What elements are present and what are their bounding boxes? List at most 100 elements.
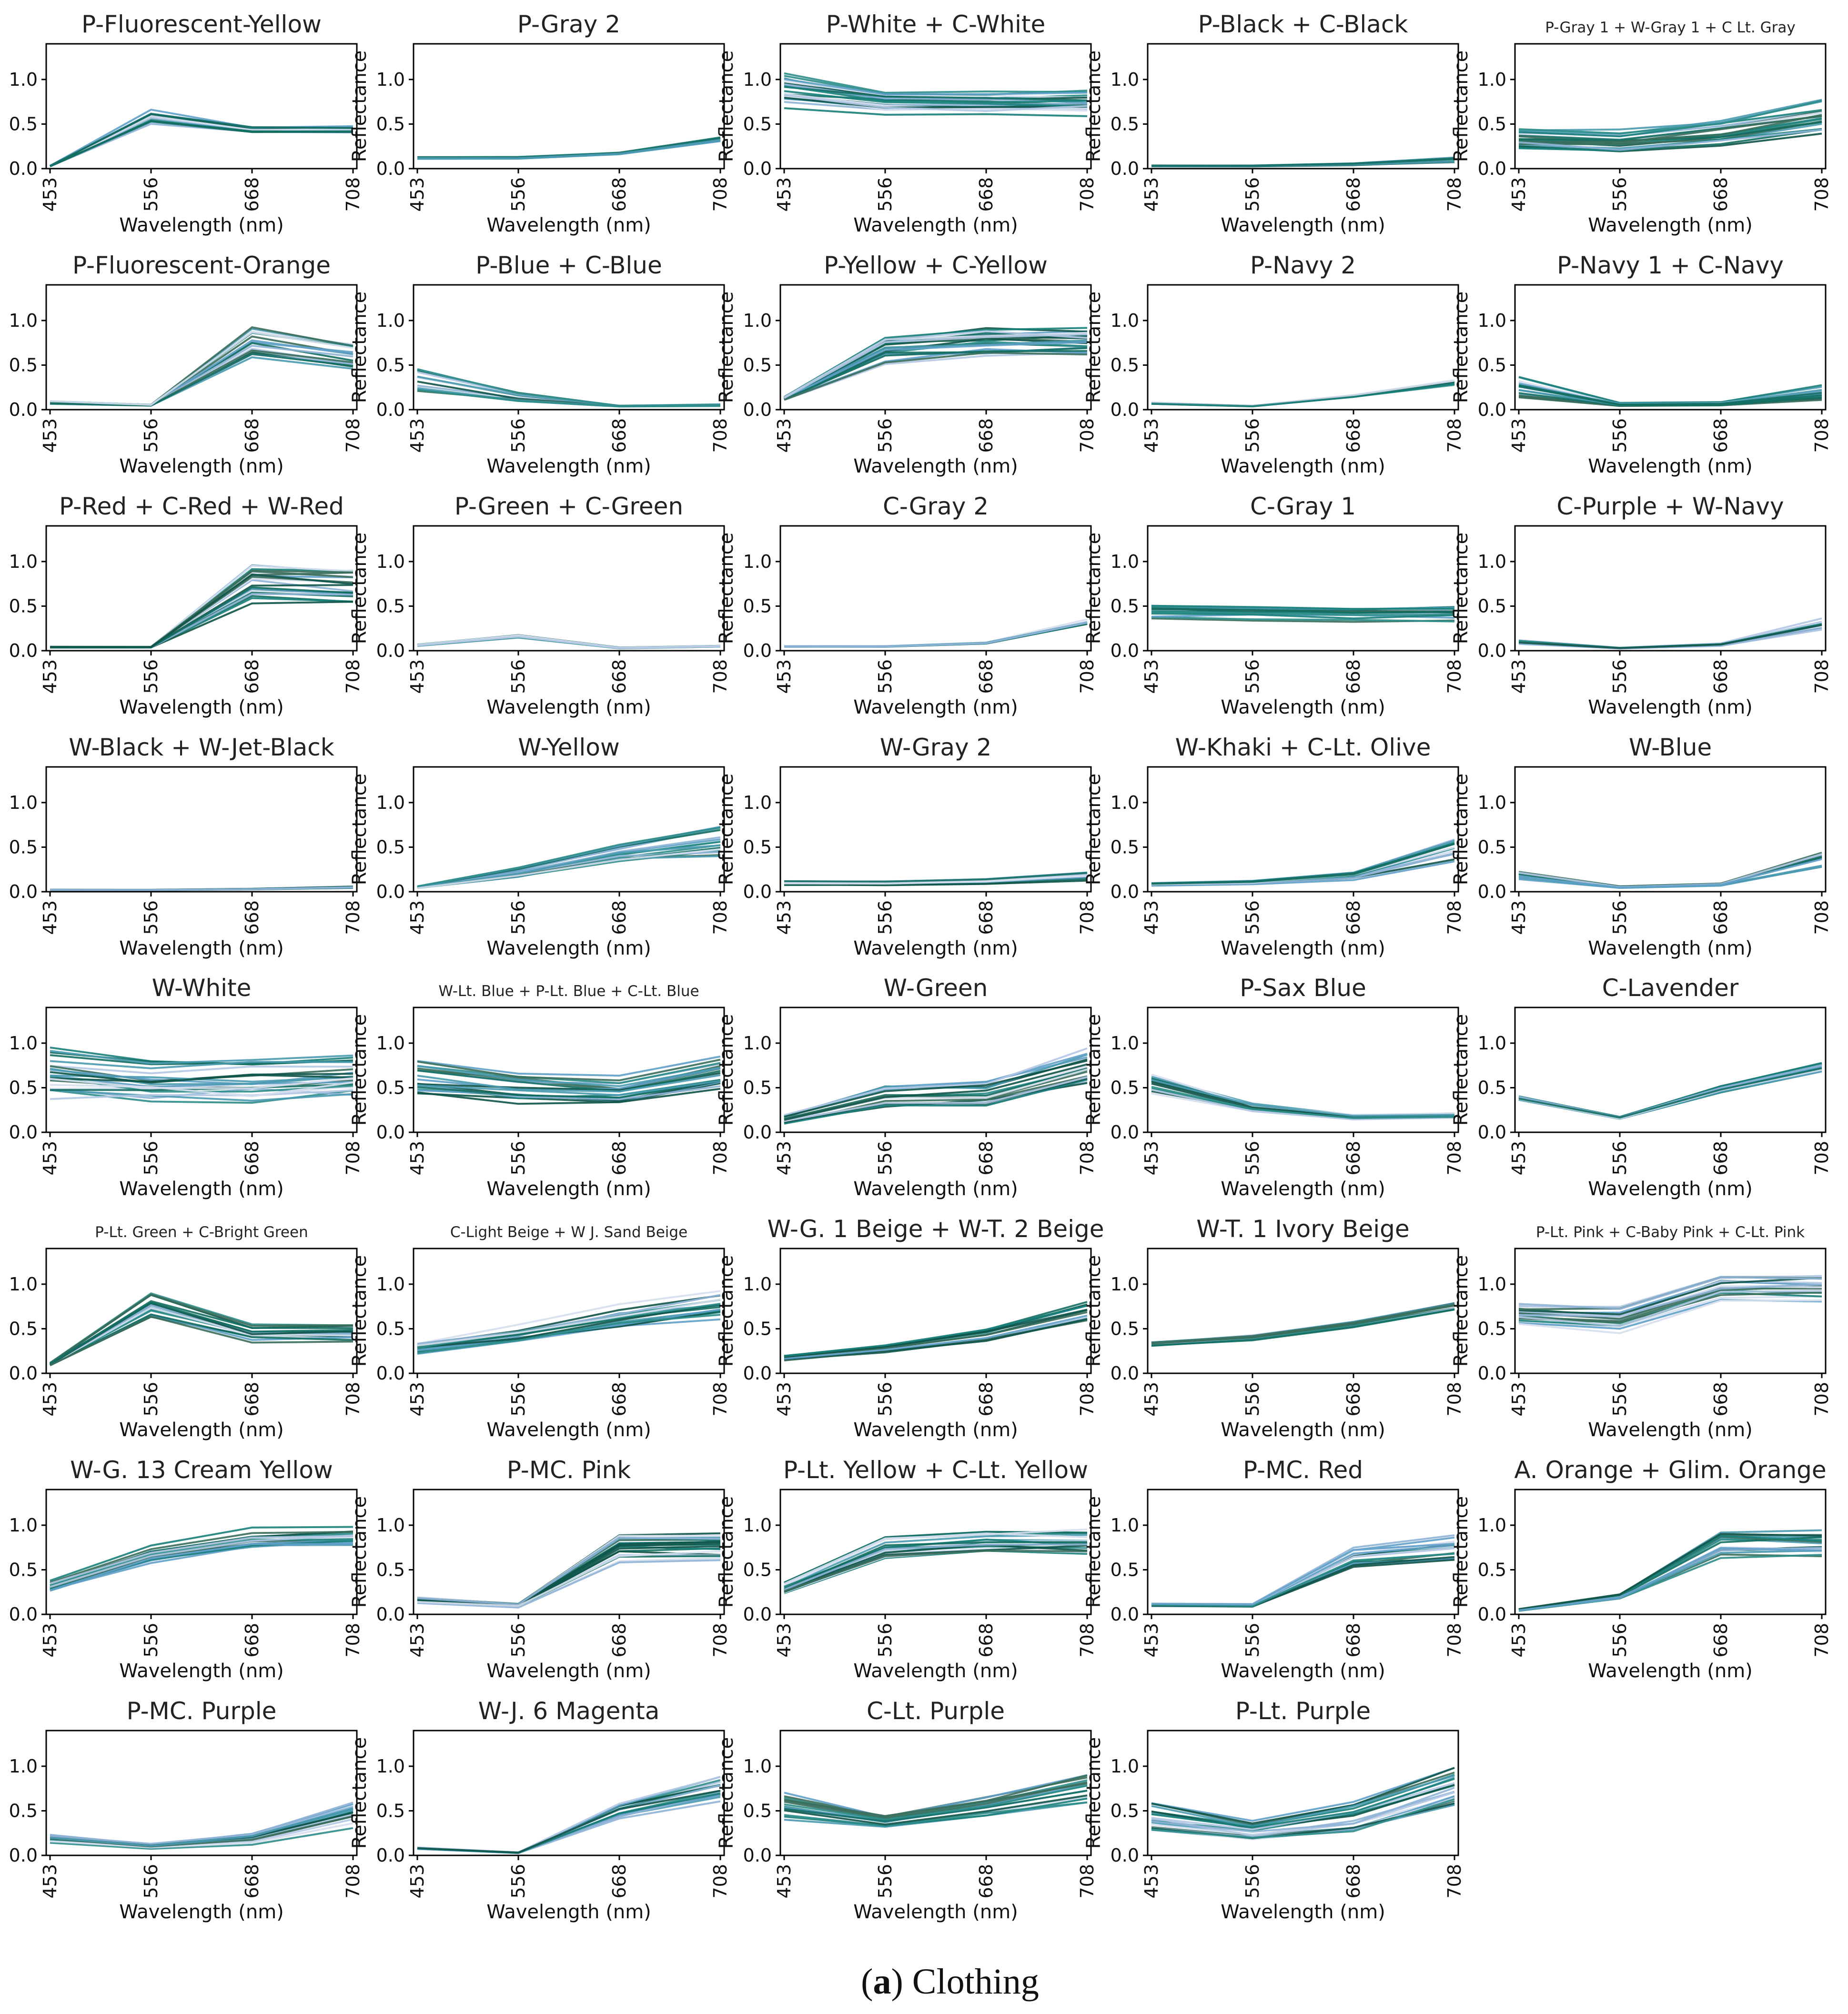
y-tick-label: 1.0 xyxy=(376,551,405,572)
chart-title: P-Red + C-Red + W-Red xyxy=(59,493,344,520)
series-line xyxy=(784,1314,1088,1360)
axes-frame xyxy=(45,284,358,411)
x-tick-label: 453 xyxy=(1141,1864,1162,1899)
series-line xyxy=(784,622,1088,648)
series-line xyxy=(784,97,1088,109)
axes-frame xyxy=(1514,766,1827,893)
y-tick-label: 0.5 xyxy=(376,595,405,616)
y-tick-label: 0.5 xyxy=(1478,1559,1506,1580)
chart-panel: P-Lt. Pink + C-Baby Pink + C-Lt. Pink 0.0… xyxy=(1450,1224,1832,1441)
chart-panel: P-Green + C-Green 0.0 0.5 1.0 453 556 668 708 Wa… xyxy=(349,493,731,718)
series-group xyxy=(1518,1529,1822,1612)
series-line xyxy=(1151,1303,1455,1344)
y-axis-label: Reflectance xyxy=(349,50,371,162)
x-tick-label: 708 xyxy=(1444,1864,1465,1899)
series-line xyxy=(417,1776,721,1853)
series-line xyxy=(784,1544,1088,1591)
axes-frame xyxy=(413,43,725,170)
series-line xyxy=(50,1526,353,1582)
x-tick-label: 708 xyxy=(1077,1623,1098,1658)
y-tick-label: 1.0 xyxy=(9,1756,38,1777)
x-tick-label: 453 xyxy=(774,659,795,694)
axes-frame xyxy=(1147,1248,1459,1374)
series-line xyxy=(1518,114,1822,143)
chart-title: P-White + C-White xyxy=(826,10,1045,38)
x-tick-label: 453 xyxy=(40,1382,61,1417)
y-tick-label: 1.0 xyxy=(743,792,772,813)
series-line xyxy=(417,1088,721,1105)
y-axis-label: Reflectance xyxy=(716,50,737,162)
y-axis-label: Reflectance xyxy=(1450,50,1472,162)
axes-frame xyxy=(1147,284,1459,411)
series-group xyxy=(1518,1062,1822,1120)
x-axis-label: Wavelength (nm) xyxy=(1588,214,1753,236)
chart-panel: W-Blue 0.0 0.5 1.0 453 556 668 708 Wavelength (n… xyxy=(1450,734,1832,959)
x-tick-label: 668 xyxy=(242,659,263,694)
series-line xyxy=(417,139,721,160)
x-axis-label: Wavelength (nm) xyxy=(1221,1901,1385,1923)
series-group xyxy=(50,109,353,168)
y-axis-label: Reflectance xyxy=(716,533,737,644)
y-axis-label: Reflectance xyxy=(0,50,3,162)
series-group xyxy=(784,1774,1088,1828)
y-tick-label: 0.0 xyxy=(376,881,405,902)
chart-title: W-Blue xyxy=(1629,734,1712,761)
x-tick-label: 708 xyxy=(1444,659,1465,694)
x-tick-label: 556 xyxy=(875,659,896,694)
series-line xyxy=(417,1559,721,1609)
x-tick-label: 556 xyxy=(141,1382,162,1417)
x-axis-label: Wavelength (nm) xyxy=(486,937,651,959)
x-tick-label: 668 xyxy=(242,900,263,935)
x-axis-label: Wavelength (nm) xyxy=(1221,1660,1385,1682)
series-line xyxy=(1151,843,1455,885)
x-tick-label: 668 xyxy=(242,1864,263,1899)
series-line xyxy=(1151,1767,1455,1824)
y-tick-label: 0.0 xyxy=(9,881,38,902)
chart-title: C-Gray 1 xyxy=(1250,493,1356,520)
series-line xyxy=(1151,1303,1455,1344)
series-group xyxy=(1151,1302,1455,1347)
x-tick-label: 453 xyxy=(1141,177,1162,212)
x-tick-label: 556 xyxy=(141,900,162,935)
y-tick-label: 0.0 xyxy=(743,1122,772,1143)
x-axis-label: Wavelength (nm) xyxy=(1221,455,1385,477)
y-tick-label: 0.0 xyxy=(9,1363,38,1384)
y-tick-label: 0.5 xyxy=(1111,1077,1139,1098)
x-tick-label: 708 xyxy=(343,1382,364,1417)
x-tick-label: 708 xyxy=(1811,1623,1832,1658)
x-axis-label: Wavelength (nm) xyxy=(853,1178,1018,1200)
chart-panel: C-Lavender 0.0 0.5 1.0 453 556 668 708 Wavelengt… xyxy=(1450,974,1832,1200)
chart-title: P-Gray 1 + W-Gray 1 + C Lt. Gray xyxy=(1545,19,1796,36)
x-tick-label: 453 xyxy=(774,1141,795,1176)
series-line xyxy=(50,120,353,167)
y-tick-label: 0.0 xyxy=(376,1845,405,1866)
x-axis-label: Wavelength (nm) xyxy=(486,1419,651,1441)
series-line xyxy=(1151,611,1455,616)
series-line xyxy=(784,621,1088,647)
series-line xyxy=(784,1781,1088,1821)
x-tick-label: 708 xyxy=(1444,1623,1465,1658)
chart-title: P-MC. Red xyxy=(1243,1456,1363,1484)
y-axis-label: Reflectance xyxy=(0,1255,3,1367)
x-tick-label: 708 xyxy=(1444,900,1465,935)
series-line xyxy=(784,1304,1088,1358)
series-line xyxy=(417,1065,721,1088)
x-tick-label: 556 xyxy=(1242,900,1263,935)
x-axis-label: Wavelength (nm) xyxy=(119,696,284,718)
chart-panel: P-Yellow + C-Yellow 0.0 0.5 1.0 453 556 668 708… xyxy=(716,252,1098,477)
x-tick-label: 668 xyxy=(242,418,263,453)
series-group xyxy=(1151,1073,1455,1121)
series-line xyxy=(417,1055,721,1077)
series-line xyxy=(50,339,353,406)
x-tick-label: 556 xyxy=(141,177,162,212)
series-line xyxy=(784,90,1088,108)
series-line xyxy=(1518,100,1822,135)
series-line xyxy=(50,886,353,891)
x-tick-label: 668 xyxy=(1710,1382,1731,1417)
x-tick-label: 453 xyxy=(40,1623,61,1658)
series-group xyxy=(784,618,1088,648)
chart-panel: P-Gray 2 0.0 0.5 1.0 453 556 668 708 Wavelength … xyxy=(349,10,731,236)
series-line xyxy=(784,333,1088,399)
x-tick-label: 556 xyxy=(141,418,162,453)
